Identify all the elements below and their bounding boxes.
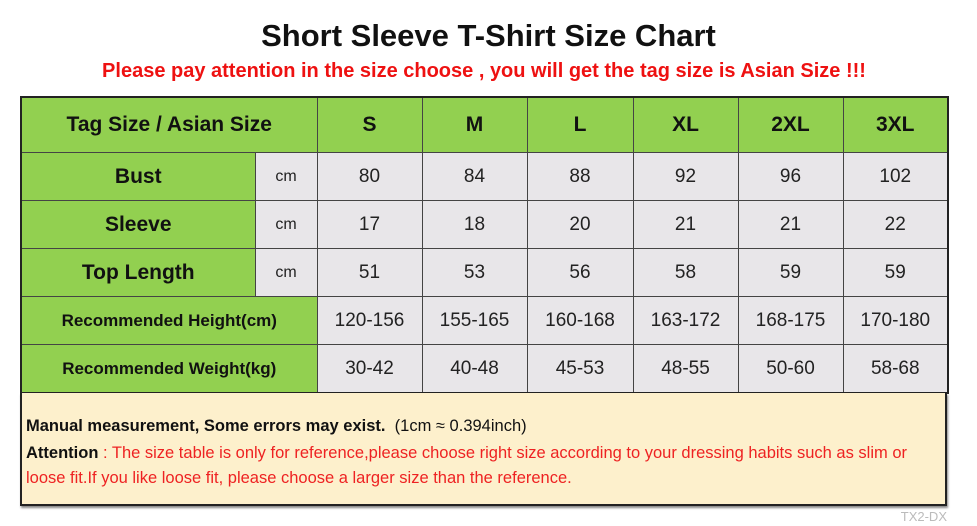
- table-row: Recommended Weight(kg) 30-42 40-48 45-53…: [20, 344, 949, 394]
- value-cell: 84: [421, 152, 528, 201]
- size-header: 3XL: [842, 96, 949, 153]
- value-cell: 40-48: [421, 344, 528, 394]
- value-cell: 21: [737, 200, 844, 249]
- watermark: TX2-DX: [900, 509, 947, 524]
- value-cell: 21: [632, 200, 739, 249]
- value-cell: 58-68: [842, 344, 949, 394]
- size-header: XL: [632, 96, 739, 153]
- header-row: Tag Size / Asian Size S M L XL 2XL 3XL: [20, 96, 949, 153]
- value-cell: 163-172: [632, 296, 739, 345]
- value-cell: 160-168: [526, 296, 634, 345]
- value-cell: 80: [316, 152, 423, 201]
- value-cell: 48-55: [632, 344, 739, 394]
- size-table: Tag Size / Asian Size S M L XL 2XL 3XL B…: [20, 96, 949, 394]
- value-cell: 59: [737, 248, 844, 297]
- row-label: Recommended Height(cm): [20, 296, 318, 345]
- size-header: M: [421, 96, 528, 153]
- value-cell: 56: [526, 248, 634, 297]
- unit-cell: cm: [254, 200, 318, 249]
- value-cell: 96: [737, 152, 844, 201]
- value-cell: 102: [842, 152, 949, 201]
- row-label: Sleeve: [20, 200, 256, 249]
- measurement-note: Manual measurement, Some errors may exis…: [20, 393, 947, 506]
- value-cell: 120-156: [316, 296, 423, 345]
- unit-cell: cm: [254, 248, 318, 297]
- attention-text: Attention : The size table is only for r…: [26, 441, 946, 491]
- table-row: Top Length cm 51 53 56 58 59 59: [20, 248, 949, 297]
- row-label: Recommended Weight(kg): [20, 344, 318, 394]
- asian-size-warning: Please pay attention in the size choose …: [102, 60, 866, 82]
- value-cell: 20: [526, 200, 634, 249]
- table-row: Bust cm 80 84 88 92 96 102: [20, 152, 949, 201]
- value-cell: 92: [632, 152, 739, 201]
- attention-body: : The size table is only for reference,p…: [26, 444, 908, 487]
- value-cell: 30-42: [316, 344, 423, 394]
- value-cell: 45-53: [526, 344, 634, 394]
- value-cell: 88: [526, 152, 634, 201]
- table-row: Sleeve cm 17 18 20 21 21 22: [20, 200, 949, 249]
- disclaimer-bold: Manual measurement, Some errors may exis…: [26, 417, 386, 435]
- value-cell: 50-60: [737, 344, 844, 394]
- size-header: S: [316, 96, 423, 153]
- value-cell: 58: [632, 248, 739, 297]
- value-cell: 168-175: [737, 296, 844, 345]
- size-header: L: [526, 96, 634, 153]
- row-label: Bust: [20, 152, 256, 201]
- value-cell: 170-180: [842, 296, 949, 345]
- size-header: 2XL: [737, 96, 844, 153]
- value-cell: 17: [316, 200, 423, 249]
- unit-cell: cm: [254, 152, 318, 201]
- measurement-disclaimer: Manual measurement, Some errors may exis…: [26, 417, 527, 436]
- chart-title: Short Sleeve T-Shirt Size Chart: [261, 18, 716, 53]
- header-label: Tag Size / Asian Size: [20, 96, 318, 153]
- value-cell: 155-165: [421, 296, 528, 345]
- value-cell: 22: [842, 200, 949, 249]
- table-row: Recommended Height(cm) 120-156 155-165 1…: [20, 296, 949, 345]
- attention-label: Attention: [26, 444, 99, 462]
- value-cell: 59: [842, 248, 949, 297]
- value-cell: 18: [421, 200, 528, 249]
- value-cell: 53: [421, 248, 528, 297]
- row-label: Top Length: [20, 248, 256, 297]
- value-cell: 51: [316, 248, 423, 297]
- conversion-text: (1cm ≈ 0.394inch): [394, 417, 527, 435]
